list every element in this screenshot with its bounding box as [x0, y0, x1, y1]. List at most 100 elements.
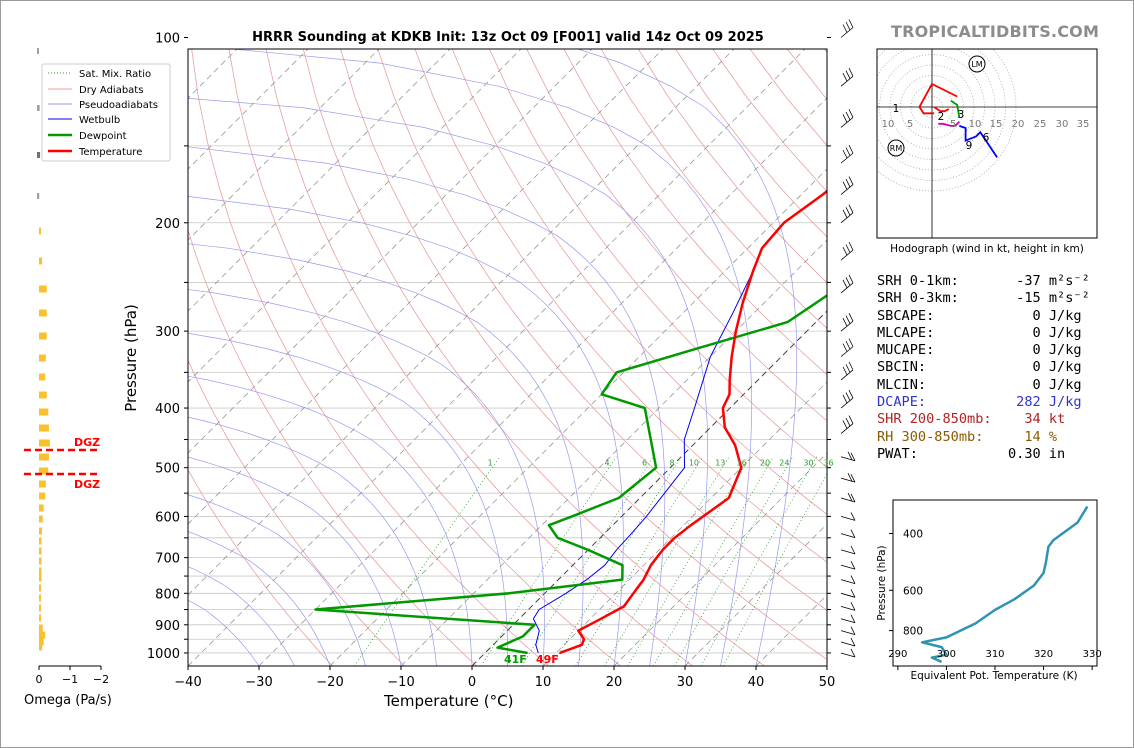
wind-barb-flag [850, 575, 856, 584]
y-tick-label: 500 [155, 462, 180, 477]
omega-top-bar [37, 105, 40, 111]
omega-bar [39, 453, 49, 461]
x-tick-label: −40 [174, 675, 201, 690]
omega-bar [39, 631, 46, 639]
param-label: DCAPE: [877, 394, 1000, 411]
param-label: PWAT: [877, 445, 1000, 462]
hodograph-ring-label: 35 [1077, 119, 1090, 130]
hodograph-height-label: 1 [893, 103, 900, 115]
omega-bar [39, 285, 47, 293]
omega-tick-label: −1 [62, 673, 78, 686]
omega-bar [39, 527, 43, 535]
pseudoadiabat [576, 49, 798, 666]
mix-ratio-label: 8 [669, 459, 674, 468]
isotherm [329, 168, 827, 666]
param-label: SRH 0-1km: [877, 273, 1000, 289]
wind-barb-flag [848, 19, 854, 28]
wind-barb-flag [845, 417, 851, 427]
pseudoadiabat [188, 566, 295, 666]
omega-bar [39, 624, 43, 632]
mix-ratio-label: 36 [823, 459, 833, 468]
omega-bar [39, 584, 41, 592]
param-unit: m²s⁻² [1040, 290, 1090, 307]
param-row: MUCAPE: 0 J/kg [877, 342, 1090, 359]
param-unit: J/kg [1040, 376, 1082, 393]
theta-e-x-tick-label: 290 [888, 649, 907, 660]
isotherm [258, 97, 827, 666]
dry-adiabat [188, 468, 333, 666]
legend-wetbulb: Wetbulb [79, 115, 120, 126]
wind-barb-flag [842, 317, 848, 327]
skewt-axes: −40 −30 −20 −10 0 10 20 30 40 50 100 200 300 400 500 60… [147, 32, 835, 691]
param-unit: J/kg [1040, 342, 1082, 359]
wind-barb-flag [850, 493, 856, 503]
dry-adiabat [265, 49, 693, 666]
legend-dewpoint: Dewpoint [79, 131, 127, 142]
omega-bar [39, 492, 46, 500]
hodograph-height-label: 2 [938, 111, 945, 123]
omega-bar [39, 257, 43, 265]
param-unit: kt [1040, 411, 1066, 428]
param-value: 0.30 [999, 445, 1041, 462]
omega-bar [39, 408, 49, 416]
wind-barb-staff [840, 497, 856, 503]
wind-barb-flag [845, 147, 851, 156]
omega-bar [39, 439, 50, 447]
y-tick-label: 900 [155, 619, 180, 634]
param-row: MLCAPE: 0 J/kg [877, 325, 1090, 342]
param-unit: m²s⁻² [1040, 273, 1090, 289]
dry-adiabat [188, 359, 405, 666]
param-label: MLCAPE: [877, 324, 1000, 341]
wind-barb-staff [840, 605, 856, 611]
omega-bar [39, 515, 43, 523]
legend-pseudo: Pseudoadiabats [79, 100, 158, 111]
sfc-dewpoint-label: 41F [504, 653, 527, 666]
omega-bar [39, 537, 42, 545]
hodograph-ring-label: 10 [969, 119, 982, 130]
theta-e-trace [920, 505, 1089, 664]
wind-barb-flag [850, 614, 856, 623]
sfc-temp-label: 49F [536, 653, 559, 666]
wind-barb-staff [840, 456, 856, 462]
wind-barb-flag [845, 178, 851, 188]
mix-ratio-label: 20 [760, 459, 770, 468]
isotherm [188, 49, 380, 241]
mix-ratio-label: 10 [689, 459, 699, 468]
hodograph-ring-label: 5 [907, 119, 913, 130]
skewt-ylabel: Pressure (hPa) [122, 304, 140, 412]
theta-e-x-tick-label: 310 [985, 649, 1004, 660]
pseudoadiabat [188, 416, 437, 666]
wind-barb-flag [842, 209, 848, 218]
wind-barb-flag [850, 473, 856, 483]
mix-ratio-label: 30 [803, 459, 813, 468]
dry-adiabat [377, 49, 827, 611]
skewt-frame [187, 48, 828, 667]
omega-bar [39, 567, 42, 575]
omega-bar [39, 557, 42, 565]
pseudoadiabat [188, 98, 709, 666]
mix-ratio-label: 16 [737, 459, 747, 468]
zero-isotherm [471, 310, 827, 666]
omega-top-bar [37, 48, 39, 54]
wind-barb-flag [850, 512, 856, 521]
wind-barb-flag [848, 241, 854, 251]
param-row: SRH 0-3km: -15 m²s⁻² [877, 290, 1090, 307]
param-label: SRH 0-3km: [877, 290, 1000, 307]
param-row: SHR 200-850mb: 34 kt [877, 411, 1090, 428]
isotherm [188, 49, 451, 312]
param-row: SBCAPE: 0 J/kg [877, 308, 1090, 325]
param-unit: % [1040, 428, 1058, 445]
wind-barb-flag [850, 589, 856, 598]
wind-barb-flag [848, 338, 854, 347]
wind-barb-flag [848, 389, 854, 399]
param-unit: J/kg [1040, 324, 1082, 341]
omega-bar [39, 643, 43, 651]
temperature-line [559, 189, 827, 655]
param-label: MUCAPE: [877, 342, 1000, 359]
y-tick-label: 200 [155, 217, 180, 232]
param-value: 0 [999, 376, 1041, 393]
wind-barb-flag [847, 451, 853, 460]
hodograph-grid [877, 49, 1097, 238]
mix-ratio-label: 13 [715, 459, 725, 468]
legend: Sat. Mix. Ratio Dry Adiabats Pseudoadiab… [41, 63, 171, 162]
